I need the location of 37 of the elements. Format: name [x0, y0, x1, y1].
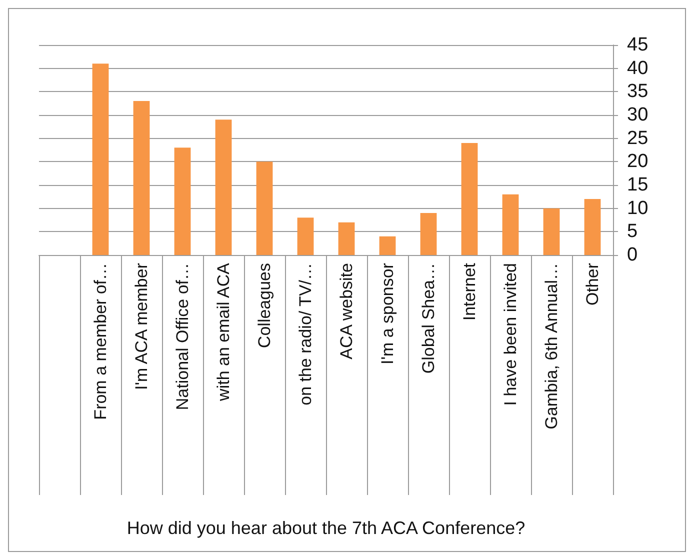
x-tick-label: on the radio/ TV/… — [296, 263, 315, 406]
x-tick-label: Other — [583, 262, 602, 306]
y-tick-label: 0 — [627, 244, 638, 266]
y-tick-label: 10 — [627, 198, 648, 219]
bar — [92, 64, 109, 255]
y-tick-label: 45 — [627, 34, 648, 56]
x-tick-label: I have been invited — [501, 263, 520, 406]
y-tick-label: 35 — [627, 81, 648, 102]
y-tick-label: 20 — [627, 151, 648, 172]
bar — [502, 194, 519, 255]
x-tick-label: Global Shea… — [419, 263, 438, 374]
x-tick-label: Internet — [460, 262, 479, 321]
y-tick-label: 5 — [627, 221, 638, 242]
bar — [297, 218, 314, 255]
bar — [133, 101, 150, 255]
x-tick-label: with an email ACA — [214, 262, 233, 402]
x-axis-title: How did you hear about the 7th ACA Conference? — [126, 518, 526, 538]
bar — [215, 120, 232, 255]
x-tick-label: From a member of… — [91, 263, 110, 420]
bar — [174, 148, 191, 255]
x-tick-label: Gambia, 6th Annual… — [542, 263, 561, 430]
bar — [543, 208, 560, 255]
y-tick-label: 30 — [627, 104, 648, 126]
x-tick-label: I'm ACA member — [132, 262, 151, 390]
bar — [584, 199, 601, 255]
bar — [461, 143, 478, 255]
y-tick-label: 15 — [627, 174, 648, 196]
y-tick-label: 40 — [627, 58, 648, 79]
bar — [420, 213, 437, 255]
x-tick-label: ACA website — [337, 263, 356, 360]
x-tick-label: National Office of… — [173, 263, 192, 410]
x-tick-label: I'm a sponsor — [378, 262, 397, 365]
bar — [379, 236, 396, 255]
bar — [256, 162, 273, 255]
bar — [338, 222, 355, 255]
y-tick-label: 25 — [627, 128, 648, 149]
x-tick-label: Colleagues — [255, 263, 274, 348]
